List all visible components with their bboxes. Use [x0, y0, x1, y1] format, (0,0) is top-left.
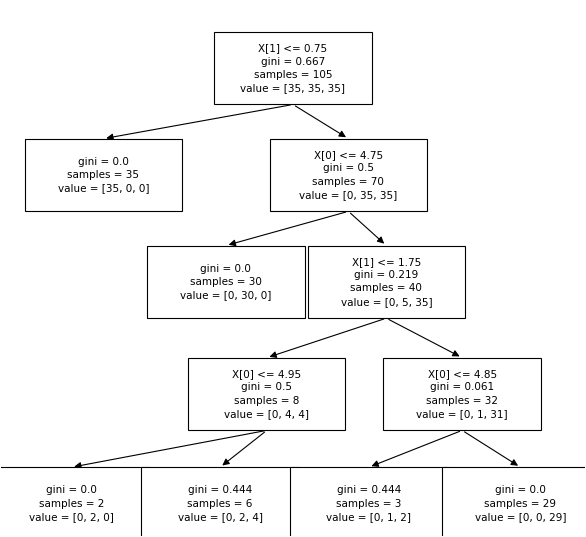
Bar — [25, 139, 182, 212]
Text: X[0] <= 4.75
gini = 0.5
samples = 70
value = [0, 35, 35]: X[0] <= 4.75 gini = 0.5 samples = 70 val… — [299, 150, 397, 200]
Text: gini = 0.0
samples = 2
value = [0, 2, 0]: gini = 0.0 samples = 2 value = [0, 2, 0] — [29, 485, 114, 522]
Text: X[1] <= 0.75
gini = 0.667
samples = 105
value = [35, 35, 35]: X[1] <= 0.75 gini = 0.667 samples = 105 … — [240, 43, 346, 93]
Text: gini = 0.444
samples = 3
value = [0, 1, 2]: gini = 0.444 samples = 3 value = [0, 1, … — [326, 485, 411, 522]
Bar — [308, 245, 465, 318]
Bar — [442, 467, 586, 537]
Bar — [383, 358, 541, 430]
Text: X[0] <= 4.85
gini = 0.061
samples = 32
value = [0, 1, 31]: X[0] <= 4.85 gini = 0.061 samples = 32 v… — [416, 369, 508, 419]
Bar — [290, 467, 448, 537]
Text: gini = 0.0
samples = 35
value = [35, 0, 0]: gini = 0.0 samples = 35 value = [35, 0, … — [57, 157, 149, 193]
Bar — [0, 467, 150, 537]
Bar — [188, 358, 346, 430]
Text: gini = 0.0
samples = 30
value = [0, 30, 0]: gini = 0.0 samples = 30 value = [0, 30, … — [180, 264, 272, 300]
Bar — [147, 245, 305, 318]
Bar — [270, 139, 427, 212]
Text: gini = 0.444
samples = 6
value = [0, 2, 4]: gini = 0.444 samples = 6 value = [0, 2, … — [178, 485, 263, 522]
Text: X[0] <= 4.95
gini = 0.5
samples = 8
value = [0, 4, 4]: X[0] <= 4.95 gini = 0.5 samples = 8 valu… — [224, 369, 309, 419]
Text: X[1] <= 1.75
gini = 0.219
samples = 40
value = [0, 5, 35]: X[1] <= 1.75 gini = 0.219 samples = 40 v… — [340, 257, 432, 307]
Bar — [141, 467, 299, 537]
Bar — [214, 32, 372, 105]
Text: gini = 0.0
samples = 29
value = [0, 0, 29]: gini = 0.0 samples = 29 value = [0, 0, 2… — [475, 485, 566, 522]
